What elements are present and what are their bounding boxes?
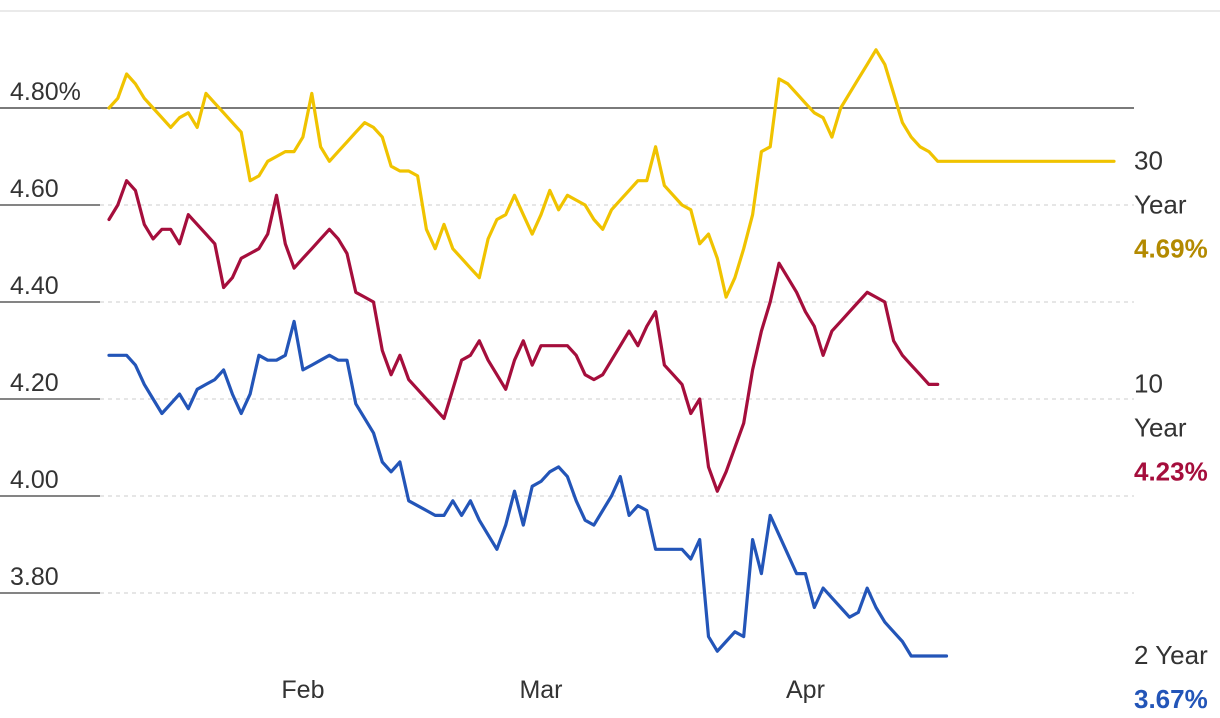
series-line-y10 xyxy=(107,179,940,493)
series-value-y2: 3.67% xyxy=(1134,684,1208,714)
series-name-y30-1: Year xyxy=(1134,189,1187,219)
y-tick-label-0: 4.80% xyxy=(10,78,81,106)
x-tick-label-0: Feb xyxy=(281,676,324,704)
series-name-y10-0: 10 xyxy=(1134,368,1163,398)
y-tick-label-2: 4.40 xyxy=(10,272,59,300)
series-name-y30-0: 30 xyxy=(1134,145,1163,175)
series-value-y30: 4.69% xyxy=(1134,233,1208,263)
series-lines xyxy=(107,48,1116,658)
series-line-y2 xyxy=(107,319,949,658)
y-tick-label-1: 4.60 xyxy=(10,175,59,203)
series-line-y30 xyxy=(107,48,1116,299)
series-name-y10-1: Year xyxy=(1134,412,1187,442)
series-name-y2-0: 2 Year xyxy=(1134,640,1208,670)
y-tick-label-3: 4.20 xyxy=(10,369,59,397)
gridlines xyxy=(0,107,1134,594)
y-axis: 4.80% 4.60 4.40 4.20 4.00 3.80 xyxy=(10,78,81,591)
series-labels: 30 Year 4.69% 10 Year 4.23% 2 Year 3.67% xyxy=(1134,145,1208,714)
x-tick-label-1: Mar xyxy=(519,676,562,704)
y-tick-label-4: 4.00 xyxy=(10,466,59,494)
x-axis: Feb Mar Apr xyxy=(281,676,825,704)
series-value-y10: 4.23% xyxy=(1134,456,1208,486)
y-tick-label-5: 3.80 xyxy=(10,563,59,591)
x-tick-label-2: Apr xyxy=(786,676,825,704)
